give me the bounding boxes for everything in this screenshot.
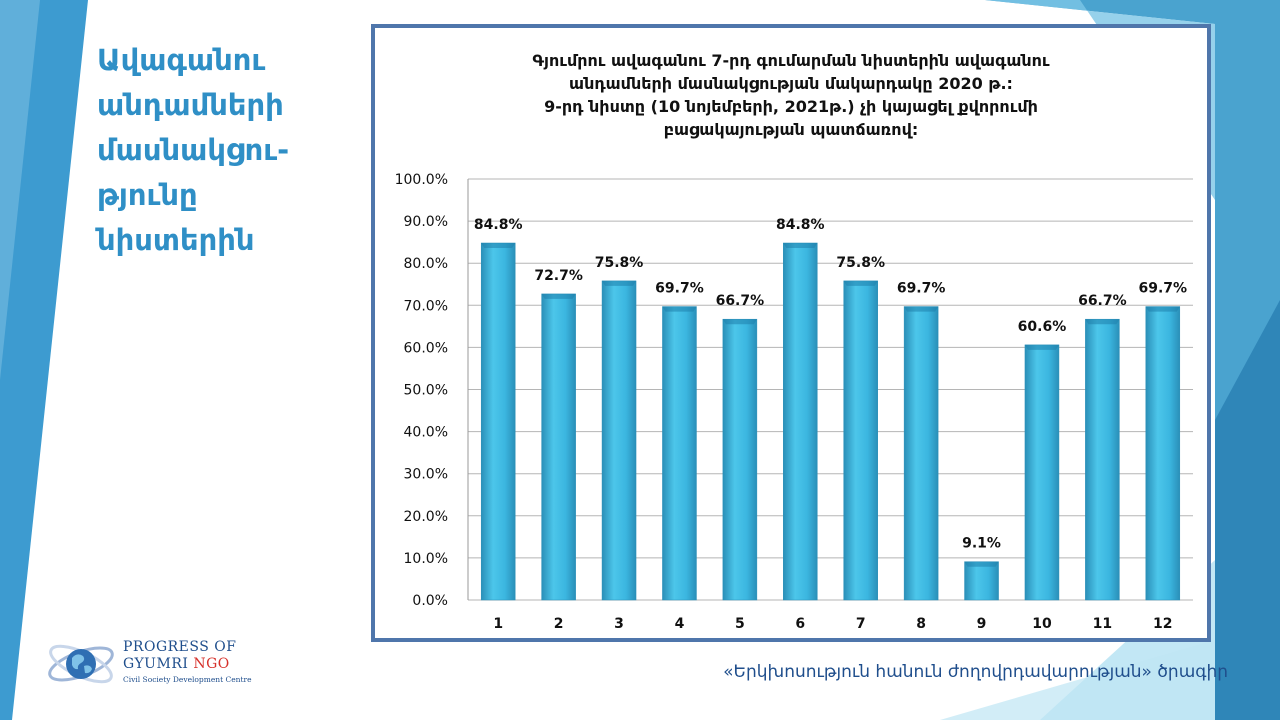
y-axis-ticks: 0.0% 10.0% 20.0% 30.0% 40.0% 50.0% 60.0% 70.0% 8… bbox=[395, 172, 448, 609]
bar-chart: Գյումրու ավագանու 7-րդ գումարման նիստերի… bbox=[395, 51, 1193, 632]
chart-title-line: անդամների մասնակցության մակարդակը 2020 թ… bbox=[569, 74, 1013, 93]
right-decor-stripe-teal bbox=[1215, 300, 1280, 720]
bar bbox=[1085, 318, 1120, 601]
data-label: 69.7% bbox=[897, 281, 946, 297]
chart-title-line: 9-րդ նիստը (10 նոյեմբերի, 2021թ.) չի կայ… bbox=[544, 97, 1038, 116]
data-label: 75.8% bbox=[836, 255, 885, 271]
bars bbox=[480, 242, 1181, 601]
logo-line-2-accent: NGO bbox=[193, 656, 230, 672]
x-category-label: 6 bbox=[795, 616, 805, 632]
data-label: 69.7% bbox=[655, 281, 704, 297]
logo-line-1: PROGRESS OF bbox=[123, 639, 237, 655]
left-decor-stripe-light bbox=[0, 0, 40, 380]
bar-top bbox=[602, 280, 637, 286]
y-tick-label: 80.0% bbox=[404, 256, 448, 272]
y-tick-label: 50.0% bbox=[404, 383, 448, 399]
bar-top bbox=[722, 319, 757, 325]
bar-9 bbox=[964, 561, 999, 601]
y-tick-label: 30.0% bbox=[404, 467, 448, 483]
bar-11 bbox=[1085, 318, 1120, 601]
bar bbox=[903, 306, 939, 601]
bar bbox=[601, 280, 637, 601]
bar bbox=[480, 242, 516, 601]
y-tick-label: 40.0% bbox=[404, 425, 448, 441]
x-category-label: 9 bbox=[977, 616, 987, 632]
logo-line-3: Civil Society Development Centre bbox=[123, 675, 252, 684]
bar bbox=[964, 561, 999, 601]
left-decor-stripe bbox=[0, 0, 88, 720]
data-label: 66.7% bbox=[716, 293, 765, 309]
bar-8 bbox=[903, 306, 939, 601]
x-category-label: 10 bbox=[1032, 616, 1052, 632]
logo-line-2-main: GYUMRI bbox=[123, 656, 189, 672]
y-tick-label: 60.0% bbox=[404, 340, 448, 356]
bar-5 bbox=[722, 318, 758, 601]
slide-title: Ավագանու անդամների մասնակցու- թյունը նիս… bbox=[97, 43, 290, 257]
data-label: 75.8% bbox=[595, 255, 644, 271]
bar-top bbox=[1024, 344, 1059, 350]
bar-10 bbox=[1024, 344, 1060, 601]
x-axis-categories: 1 2 3 4 5 6 7 8 9 10 11 12 bbox=[493, 616, 1172, 632]
bar-top bbox=[964, 561, 999, 567]
chart-title: Գյումրու ավագանու 7-րդ գումարման նիստերի… bbox=[532, 51, 1050, 139]
data-label: 69.7% bbox=[1139, 281, 1188, 297]
bar bbox=[843, 280, 878, 601]
bottom-right-decor-2 bbox=[940, 640, 1215, 720]
data-labels: 84.8% 72.7% 75.8% 69.7% 66.7% 84.8% 75.8% 69.7%… bbox=[474, 217, 1187, 552]
bar-top bbox=[1145, 306, 1180, 312]
bar-2 bbox=[541, 293, 576, 601]
bar bbox=[1145, 306, 1181, 601]
chart-frame: Գյումրու ավագանու 7-րդ գումարման նիստերի… bbox=[371, 24, 1211, 642]
x-category-label: 5 bbox=[735, 616, 745, 632]
y-tick-label: 70.0% bbox=[404, 298, 448, 314]
data-label: 72.7% bbox=[534, 268, 583, 284]
chart-title-line: բացակայության պատճառով: bbox=[664, 120, 919, 139]
bar-top bbox=[1085, 319, 1120, 325]
x-category-label: 11 bbox=[1093, 616, 1112, 632]
x-category-label: 1 bbox=[493, 616, 503, 632]
y-tick-label: 90.0% bbox=[404, 214, 448, 230]
bar-6 bbox=[783, 242, 818, 601]
x-category-label: 2 bbox=[554, 616, 564, 632]
chart-gridlines bbox=[467, 178, 1193, 601]
x-category-label: 4 bbox=[675, 616, 685, 632]
program-footer: «Երկխոսություն հանուն ժողովրդավարության»… bbox=[723, 662, 1228, 682]
x-category-label: 8 bbox=[916, 616, 926, 632]
bar-top bbox=[541, 293, 576, 299]
bar-top bbox=[843, 280, 878, 286]
progress-of-gyumri-logo: PROGRESS OF GYUMRI NGO Civil Society Dev… bbox=[45, 636, 265, 694]
bar-4 bbox=[662, 306, 697, 601]
chart-title-line: Գյումրու ավագանու 7-րդ գումարման նիստերի… bbox=[532, 51, 1050, 70]
bar-7 bbox=[843, 280, 878, 601]
x-category-label: 3 bbox=[614, 616, 624, 632]
data-label: 66.7% bbox=[1078, 293, 1127, 309]
data-label: 84.8% bbox=[474, 217, 523, 233]
bar bbox=[783, 242, 818, 601]
data-label: 84.8% bbox=[776, 217, 825, 233]
bar bbox=[541, 293, 576, 601]
bar bbox=[722, 318, 758, 601]
bar-top bbox=[662, 306, 697, 312]
bar bbox=[662, 306, 697, 601]
data-label: 60.6% bbox=[1018, 319, 1067, 335]
x-category-label: 7 bbox=[856, 616, 866, 632]
globe-orbit-icon bbox=[48, 644, 114, 684]
bar-top bbox=[481, 242, 516, 248]
bar bbox=[1024, 344, 1060, 601]
x-category-label: 12 bbox=[1153, 616, 1172, 632]
y-tick-label: 20.0% bbox=[404, 509, 448, 525]
bar-1 bbox=[480, 242, 516, 601]
y-tick-label: 0.0% bbox=[412, 593, 448, 609]
y-tick-label: 10.0% bbox=[404, 551, 448, 567]
bar-top bbox=[783, 242, 818, 248]
bar-3 bbox=[601, 280, 637, 601]
data-label: 9.1% bbox=[962, 536, 1001, 552]
bar-top bbox=[904, 306, 939, 312]
y-tick-label: 100.0% bbox=[395, 172, 448, 188]
bar-12 bbox=[1145, 306, 1181, 601]
logo-line-2: GYUMRI NGO bbox=[123, 656, 230, 672]
